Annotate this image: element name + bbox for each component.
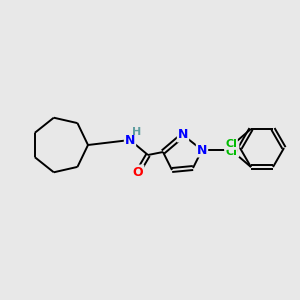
Text: O: O [228, 143, 238, 157]
Text: Cl: Cl [225, 139, 237, 149]
Text: N: N [178, 128, 188, 142]
Text: N: N [197, 143, 207, 157]
Text: N: N [125, 134, 135, 146]
Text: Cl: Cl [225, 147, 237, 157]
Text: O: O [133, 166, 143, 178]
Text: H: H [132, 127, 142, 137]
